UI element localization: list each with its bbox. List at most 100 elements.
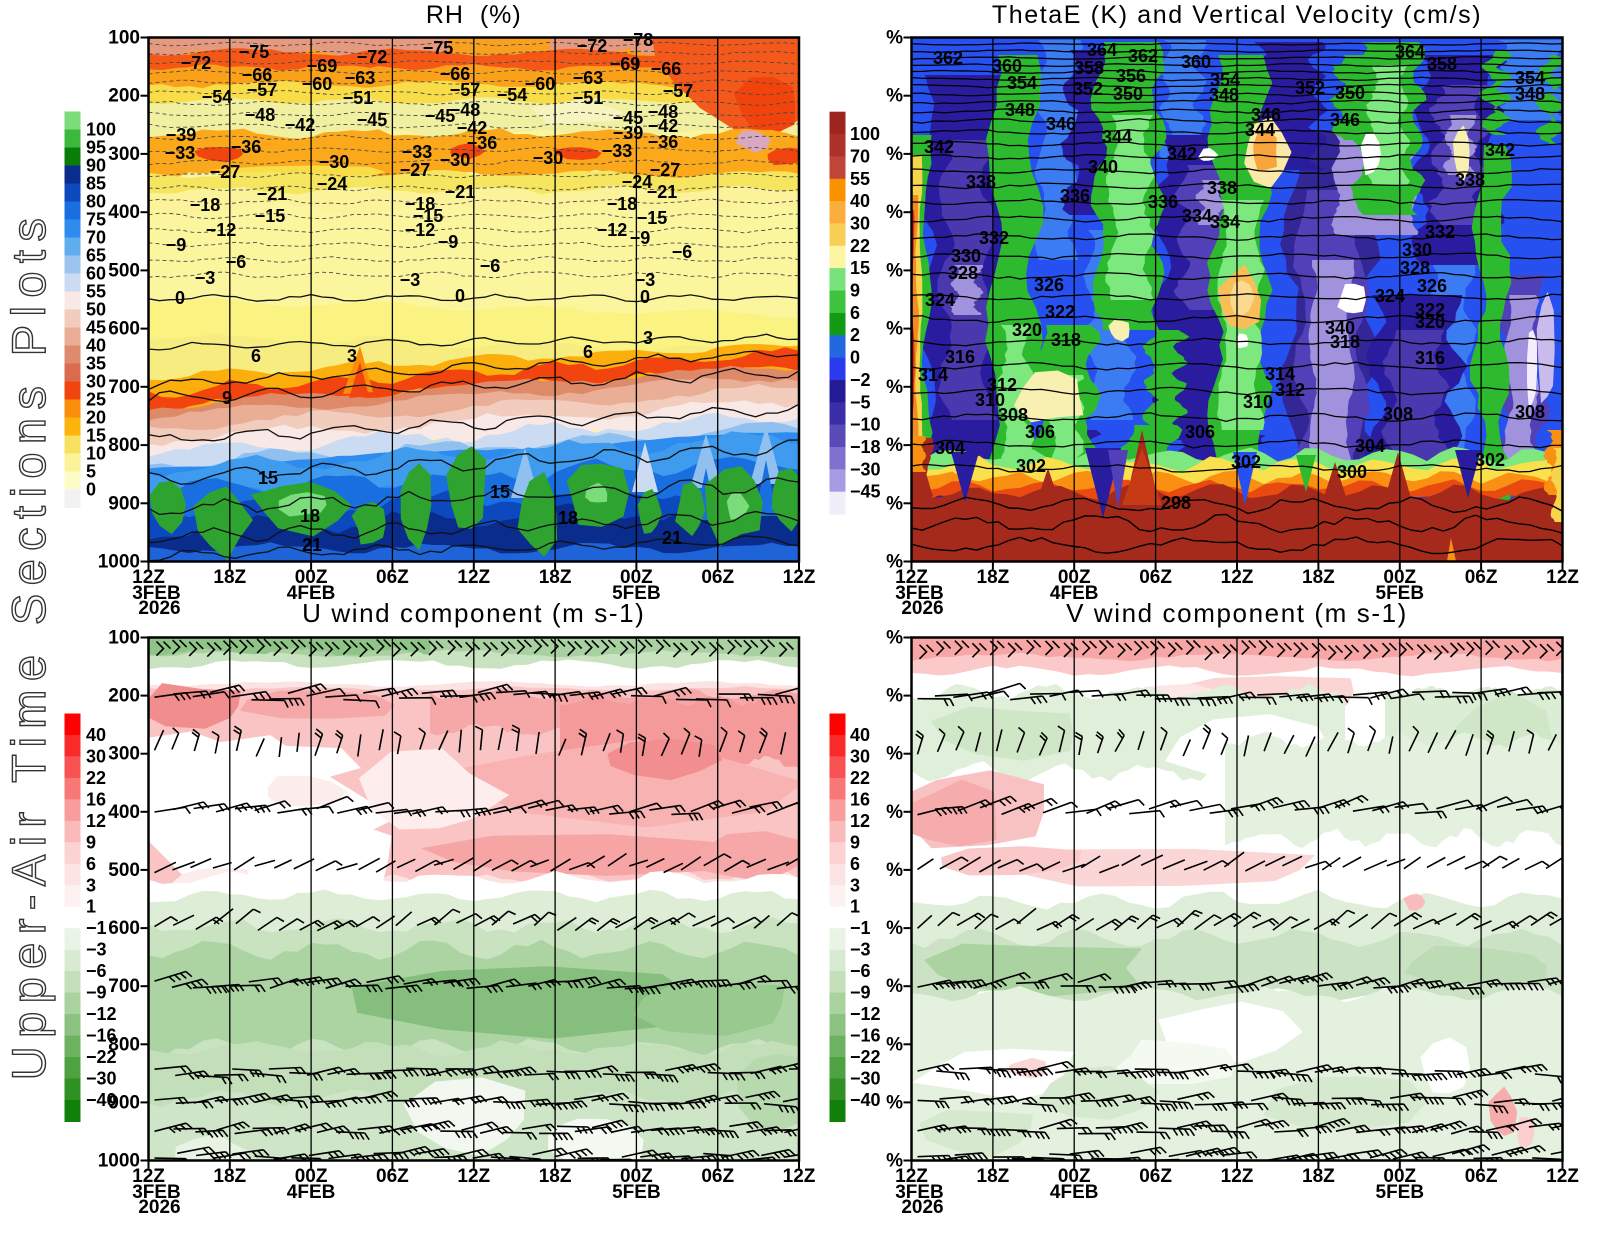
svg-text:18Z: 18Z <box>539 567 572 588</box>
svg-text:70: 70 <box>86 228 106 248</box>
svg-text:%: % <box>886 552 903 573</box>
svg-text:362: 362 <box>933 48 963 68</box>
svg-text:55: 55 <box>86 282 106 302</box>
svg-text:%: % <box>886 260 903 281</box>
svg-text:−45: −45 <box>850 482 881 502</box>
svg-text:−18: −18 <box>405 194 436 214</box>
svg-text:316: 316 <box>1415 348 1445 368</box>
svg-text:348: 348 <box>1515 84 1545 104</box>
svg-text:−75: −75 <box>423 38 454 58</box>
svg-text:312: 312 <box>1275 380 1305 400</box>
svg-text:−21: −21 <box>257 184 288 204</box>
svg-text:18Z: 18Z <box>539 1166 572 1187</box>
svg-text:−10: −10 <box>850 415 881 435</box>
svg-text:12Z: 12Z <box>895 1166 928 1187</box>
svg-text:12Z: 12Z <box>1221 567 1254 588</box>
svg-text:2026: 2026 <box>138 598 180 619</box>
svg-text:310: 310 <box>975 390 1005 410</box>
svg-text:−45: −45 <box>613 108 644 128</box>
svg-text:344: 344 <box>1245 120 1275 140</box>
svg-text:%: % <box>886 1092 903 1113</box>
svg-text:−45: −45 <box>425 106 456 126</box>
svg-text:328: 328 <box>1400 258 1430 278</box>
svg-text:12Z: 12Z <box>1221 1166 1254 1187</box>
svg-text:18Z: 18Z <box>1302 1166 1335 1187</box>
svg-text:346: 346 <box>1046 114 1076 134</box>
svg-text:800: 800 <box>108 435 140 456</box>
svg-text:−6: −6 <box>226 252 247 272</box>
svg-text:5: 5 <box>86 462 96 482</box>
svg-text:−3: −3 <box>400 270 421 290</box>
svg-text:9: 9 <box>850 832 860 852</box>
svg-text:9: 9 <box>222 388 232 408</box>
svg-text:200: 200 <box>108 86 140 107</box>
svg-text:−12: −12 <box>206 220 237 240</box>
svg-text:21: 21 <box>662 528 682 548</box>
svg-text:318: 318 <box>1051 330 1081 350</box>
svg-text:95: 95 <box>86 138 106 158</box>
svg-text:364: 364 <box>1087 40 1117 60</box>
svg-text:1000: 1000 <box>98 552 140 573</box>
svg-text:5FEB: 5FEB <box>1376 583 1425 604</box>
svg-text:12Z: 12Z <box>1546 567 1579 588</box>
svg-text:18Z: 18Z <box>977 567 1010 588</box>
svg-text:304: 304 <box>935 438 965 458</box>
svg-text:00Z: 00Z <box>620 1166 653 1187</box>
svg-text:360: 360 <box>1181 52 1211 72</box>
svg-text:900: 900 <box>108 1092 140 1113</box>
svg-text:334: 334 <box>1182 206 1212 226</box>
svg-text:−21: −21 <box>647 182 678 202</box>
svg-text:6: 6 <box>850 854 860 874</box>
svg-text:18Z: 18Z <box>213 1166 246 1187</box>
svg-text:3FEB: 3FEB <box>132 1182 181 1203</box>
svg-text:−6: −6 <box>672 242 693 262</box>
svg-text:V wind component (m s-1): V wind component (m s-1) <box>1066 598 1408 628</box>
svg-text:−48: −48 <box>450 100 481 120</box>
svg-text:15: 15 <box>850 258 870 278</box>
svg-text:12Z: 12Z <box>895 567 928 588</box>
svg-text:35: 35 <box>86 354 106 374</box>
svg-text:4FEB: 4FEB <box>1050 583 1099 604</box>
svg-text:338: 338 <box>1455 170 1485 190</box>
svg-text:−3: −3 <box>635 270 656 290</box>
svg-text:12Z: 12Z <box>132 567 165 588</box>
svg-text:0: 0 <box>175 288 185 308</box>
svg-text:364: 364 <box>1395 42 1425 62</box>
svg-text:%: % <box>886 976 903 997</box>
svg-text:342: 342 <box>924 137 954 157</box>
svg-text:%: % <box>886 435 903 456</box>
svg-text:−18: −18 <box>850 437 881 457</box>
svg-text:0: 0 <box>850 348 860 368</box>
svg-text:−72: −72 <box>357 47 388 67</box>
svg-text:−33: −33 <box>402 142 433 162</box>
svg-text:2026: 2026 <box>901 598 943 619</box>
svg-text:−42: −42 <box>457 118 488 138</box>
svg-text:6: 6 <box>583 342 593 362</box>
svg-text:18Z: 18Z <box>977 1166 1010 1187</box>
svg-text:−30: −30 <box>850 1069 881 1089</box>
svg-text:9: 9 <box>850 281 860 301</box>
svg-text:−42: −42 <box>285 115 316 135</box>
svg-text:55: 55 <box>850 169 870 189</box>
svg-text:350: 350 <box>1335 83 1365 103</box>
svg-text:298: 298 <box>1161 493 1191 513</box>
svg-text:−54: −54 <box>202 87 233 107</box>
svg-text:358: 358 <box>1427 54 1457 74</box>
svg-text:−66: −66 <box>242 65 273 85</box>
svg-text:−40: −40 <box>850 1090 881 1110</box>
svg-text:%: % <box>886 744 903 765</box>
svg-text:336: 336 <box>1148 192 1178 212</box>
svg-text:80: 80 <box>86 192 106 212</box>
svg-text:−57: −57 <box>450 80 481 100</box>
svg-text:−63: −63 <box>345 68 376 88</box>
svg-text:%: % <box>886 1034 903 1055</box>
svg-text:06Z: 06Z <box>1465 1166 1498 1187</box>
svg-text:−5: −5 <box>850 392 871 412</box>
svg-text:30: 30 <box>86 372 106 392</box>
svg-text:332: 332 <box>1425 222 1455 242</box>
svg-text:3FEB: 3FEB <box>132 583 181 604</box>
svg-text:600: 600 <box>108 918 140 939</box>
svg-text:%: % <box>886 860 903 881</box>
svg-text:00Z: 00Z <box>1058 567 1091 588</box>
svg-text:362: 362 <box>1128 46 1158 66</box>
